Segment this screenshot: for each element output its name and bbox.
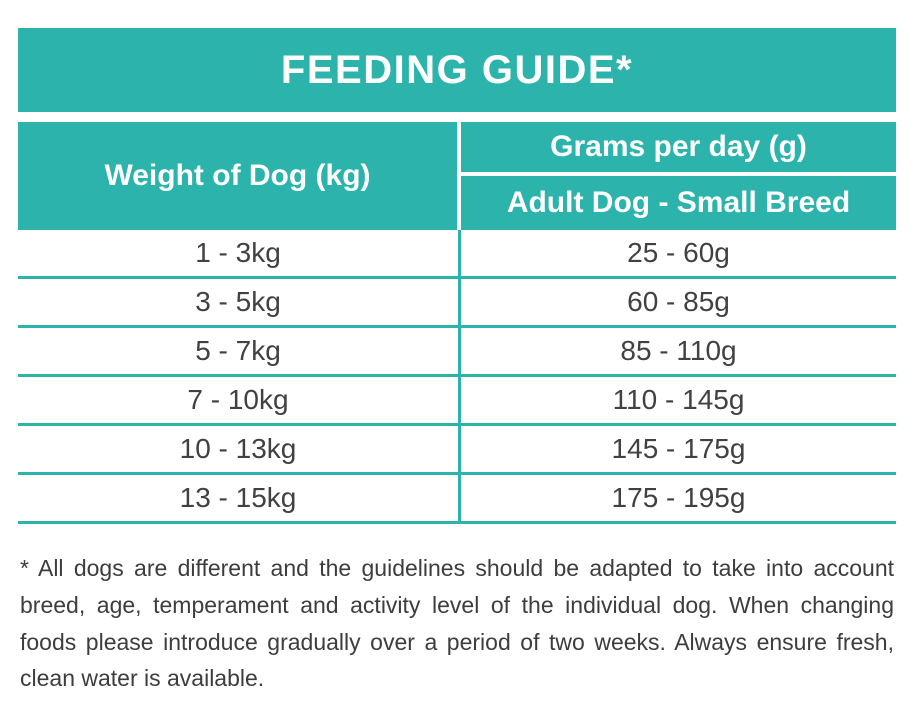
feeding-table: Weight of Dog (kg) Grams per day (g) Adu… (18, 122, 896, 524)
page-title: FEEDING GUIDE* (280, 47, 634, 92)
weight-cell: 13 - 15kg (18, 475, 461, 521)
table-row: 13 - 15kg 175 - 195g (18, 475, 896, 524)
grams-cell: 110 - 145g (612, 384, 745, 415)
weight-cell: 1 - 3kg (18, 230, 461, 276)
weight-cell: 7 - 10kg (18, 377, 461, 423)
grams-cell: 25 - 60g (627, 237, 730, 268)
column-header-weight-of-dog: Weight of Dog (kg) (18, 122, 461, 230)
table-row: 7 - 10kg 110 - 145g (18, 377, 896, 426)
weight-cell: 5 - 7kg (18, 328, 461, 374)
weight-cell: 10 - 13kg (18, 426, 461, 472)
weight-cell: 3 - 5kg (18, 279, 461, 325)
table-row: 10 - 13kg 145 - 175g (18, 426, 896, 475)
grams-cell: 145 - 175g (611, 433, 746, 464)
grams-cell: 60 - 85g (627, 286, 730, 317)
column-header-grams-per-day: Grams per day (g) (461, 122, 896, 176)
grams-cell: 85 - 110g (620, 335, 737, 366)
feeding-guide-page: FEEDING GUIDE* Weight of Dog (kg) Grams … (18, 28, 896, 692)
footnote-text: * All dogs are different and the guideli… (20, 555, 894, 692)
grams-cell: 175 - 195g (611, 482, 746, 513)
table-row: 1 - 3kg 25 - 60g (18, 230, 896, 279)
feeding-table-header: Weight of Dog (kg) Grams per day (g) Adu… (18, 122, 896, 230)
column-header-adult-dog-small-breed: Adult Dog - Small Breed (506, 186, 851, 219)
table-row: 5 - 7kg 85 - 110g (18, 328, 896, 377)
column-header-grams-group: Grams per day (g) Adult Dog - Small Bree… (461, 122, 896, 230)
table-row: 3 - 5kg 60 - 85g (18, 279, 896, 328)
feeding-guide-banner: FEEDING GUIDE* (18, 28, 896, 112)
feeding-table-body: 1 - 3kg 25 - 60g 3 - 5kg 60 - 85g 5 - 7k… (18, 230, 896, 524)
